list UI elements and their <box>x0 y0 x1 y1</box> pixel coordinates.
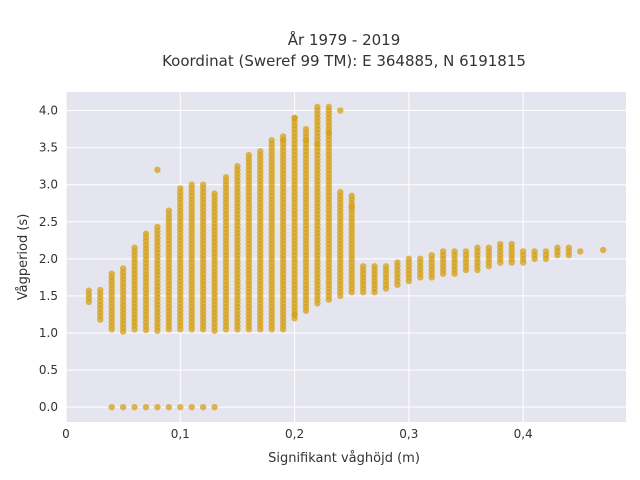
data-point <box>211 190 218 197</box>
data-point <box>485 244 493 251</box>
x-tick-labels: 0 0,1 0,2 0,3 0,4 <box>62 427 533 441</box>
data-point <box>577 248 584 255</box>
data-point <box>222 174 230 181</box>
chart-title-line-1: År 1979 - 2019 <box>288 30 401 49</box>
data-point <box>131 403 138 411</box>
data-points <box>85 103 607 411</box>
x-tick-label: 0 <box>62 427 70 441</box>
y-tick-label: 1.5 <box>39 289 58 303</box>
data-point <box>382 263 390 270</box>
y-tick-label: 0.5 <box>39 363 58 377</box>
data-point <box>474 244 481 251</box>
data-point <box>314 140 321 148</box>
data-point <box>497 240 504 248</box>
data-point <box>119 403 127 411</box>
data-point <box>428 251 435 259</box>
data-point <box>165 207 173 214</box>
data-point <box>417 255 424 263</box>
data-point <box>599 246 607 254</box>
data-point <box>199 181 207 188</box>
chart-title-line-2: Koordinat (Sweref 99 TM): E 364885, N 61… <box>162 52 526 70</box>
data-point <box>394 259 401 266</box>
data-point <box>199 403 207 411</box>
data-point <box>177 403 184 411</box>
data-point <box>565 244 573 251</box>
data-point <box>519 248 527 255</box>
data-point <box>165 403 173 411</box>
y-tick-label: 0.0 <box>39 400 58 414</box>
data-point <box>325 129 333 136</box>
data-point <box>554 244 561 251</box>
x-tick-label: 0,4 <box>514 427 533 441</box>
data-point <box>451 248 458 255</box>
data-point <box>154 223 161 231</box>
data-point <box>302 137 310 144</box>
y-tick-label: 3.5 <box>39 141 58 155</box>
data-point <box>234 162 241 170</box>
data-point <box>405 255 413 263</box>
data-point <box>154 403 161 411</box>
y-tick-label: 3.0 <box>39 178 58 192</box>
x-axis-title: Signifikant våghöjd (m) <box>268 451 420 466</box>
data-point <box>245 151 253 159</box>
data-point <box>177 185 184 192</box>
data-point <box>188 403 195 411</box>
data-point <box>119 265 127 272</box>
x-tick-label: 0,3 <box>399 427 418 441</box>
data-point <box>542 248 550 255</box>
data-point <box>97 286 104 294</box>
data-point <box>131 244 138 251</box>
data-point <box>268 137 275 144</box>
data-point <box>291 311 298 318</box>
data-point <box>108 270 115 277</box>
data-point <box>348 203 355 211</box>
y-tick-label: 4.0 <box>39 104 58 118</box>
data-point <box>85 287 93 294</box>
data-point <box>325 103 333 111</box>
data-point <box>302 125 310 133</box>
y-tick-label: 2.5 <box>39 215 58 229</box>
data-point <box>257 148 264 155</box>
y-tick-label: 1.0 <box>39 326 58 340</box>
data-point <box>337 107 344 114</box>
data-point <box>439 248 447 255</box>
data-point <box>188 181 195 188</box>
data-point <box>359 263 367 270</box>
y-axis-title: Vågperiod (s) <box>16 214 31 301</box>
data-point <box>108 403 115 411</box>
data-point <box>211 403 218 411</box>
data-point <box>531 248 538 255</box>
data-point <box>154 166 161 174</box>
data-point <box>279 137 287 144</box>
x-tick-label: 0,1 <box>171 427 190 441</box>
data-point <box>314 103 321 111</box>
y-tick-label: 2.0 <box>39 252 58 266</box>
data-point <box>337 188 344 196</box>
data-point <box>142 403 150 411</box>
data-point <box>462 248 470 255</box>
data-point <box>348 192 355 200</box>
data-point <box>508 240 515 248</box>
data-point <box>142 230 150 237</box>
data-point <box>291 114 298 122</box>
plot-area <box>66 92 626 422</box>
y-tick-labels: 0.0 0.5 1.0 1.5 2.0 2.5 3.0 3.5 4.0 <box>39 104 58 415</box>
x-tick-label: 0,2 <box>285 427 304 441</box>
data-point <box>371 263 378 270</box>
